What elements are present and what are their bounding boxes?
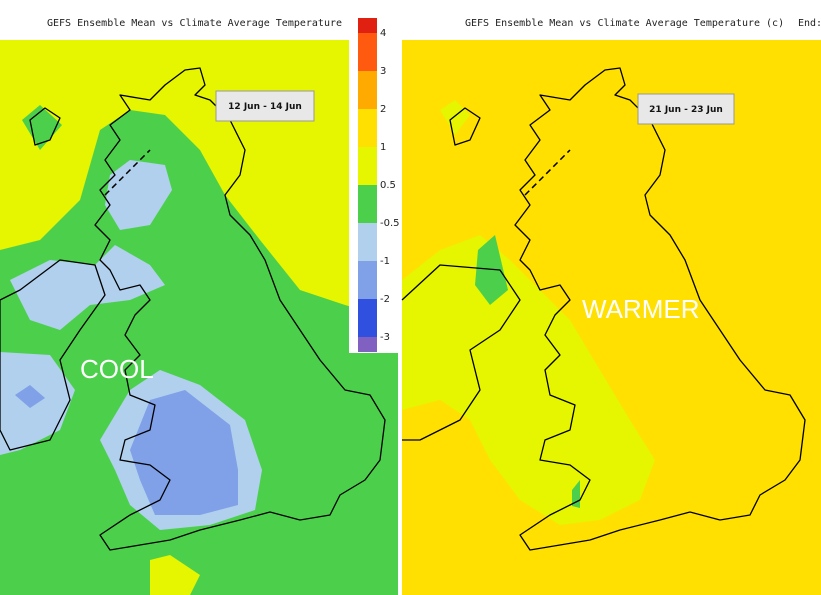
colorbar-label: -3 bbox=[380, 332, 390, 343]
colorbar: 4 3 2 1 0.5 -0.5 -1 -2 -3 bbox=[349, 16, 401, 353]
color-swatch bbox=[358, 71, 377, 109]
color-swatch bbox=[358, 185, 377, 223]
colorbar-label: 0.5 bbox=[380, 180, 396, 191]
color-swatch bbox=[358, 18, 377, 33]
coastline bbox=[401, 264, 521, 441]
colorbar-label: -0.5 bbox=[380, 218, 400, 229]
color-swatch bbox=[358, 223, 377, 261]
date-box bbox=[637, 93, 735, 125]
date-label: 12 Jun - 14 Jun bbox=[228, 102, 302, 112]
colorbar-label: -1 bbox=[380, 256, 390, 267]
annotation: COOL bbox=[80, 354, 154, 384]
colorbar-label: 1 bbox=[380, 142, 386, 153]
colorbar-label: 4 bbox=[380, 28, 386, 39]
region-lightblue bbox=[10, 245, 165, 330]
region-green bbox=[0, 110, 398, 595]
date-box bbox=[215, 90, 315, 122]
right-title: GEFS Ensemble Mean vs Climate Average Te… bbox=[465, 18, 784, 29]
region-yellow bbox=[402, 235, 655, 525]
region-blue bbox=[130, 390, 238, 515]
region-green bbox=[475, 235, 508, 305]
region-green bbox=[22, 105, 62, 150]
boundary bbox=[104, 149, 151, 196]
color-swatch bbox=[358, 33, 377, 71]
colorbar-label: 3 bbox=[380, 66, 386, 77]
date-label: 21 Jun - 23 Jun bbox=[649, 105, 723, 115]
color-swatch bbox=[358, 337, 377, 352]
right-map: 21 Jun - 23 Jun WARMER bbox=[401, 40, 821, 595]
color-swatch bbox=[358, 147, 377, 185]
color-swatch bbox=[358, 299, 377, 337]
color-swatch bbox=[358, 261, 377, 299]
colorbar-label: -2 bbox=[380, 294, 390, 305]
annotation: WARMER bbox=[582, 294, 699, 324]
left-map: 12 Jun - 14 Jun COOL bbox=[0, 40, 398, 595]
left-title: GEFS Ensemble Mean vs Climate Average Te… bbox=[47, 18, 366, 29]
end-label: End: bbox=[798, 18, 821, 29]
region-blue bbox=[15, 385, 45, 408]
color-swatch bbox=[358, 109, 377, 147]
region-yellow bbox=[440, 100, 470, 135]
region-yellow bbox=[150, 555, 200, 595]
region-lightblue bbox=[0, 352, 75, 455]
colorbar-label: 2 bbox=[380, 104, 386, 115]
boundary bbox=[524, 149, 571, 196]
title-bar bbox=[0, 0, 821, 40]
